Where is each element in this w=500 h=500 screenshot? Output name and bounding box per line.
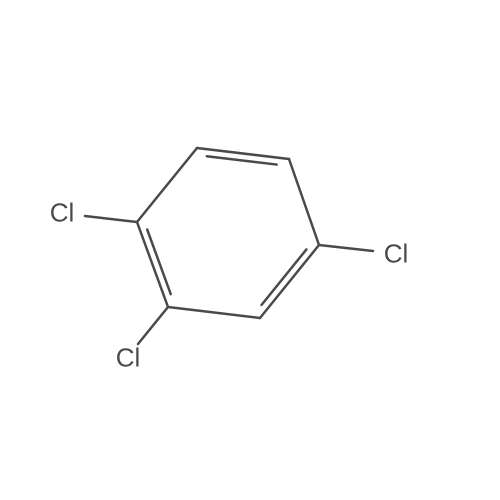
molecule-canvas <box>0 0 500 500</box>
bond-group <box>85 148 373 344</box>
bond <box>168 307 260 318</box>
bond <box>289 159 319 245</box>
bond <box>138 307 168 344</box>
substituent-label: Cl <box>384 239 409 270</box>
substituent-label: Cl <box>116 343 141 374</box>
bond <box>319 245 373 251</box>
substituent-label: Cl <box>50 198 75 229</box>
bond <box>137 222 168 307</box>
bond <box>262 249 307 304</box>
bond <box>137 148 197 222</box>
bond <box>260 245 319 318</box>
bond <box>85 216 137 222</box>
